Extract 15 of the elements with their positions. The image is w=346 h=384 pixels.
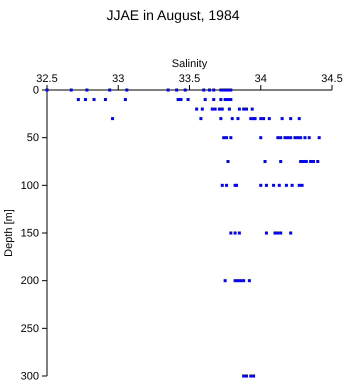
y-axis-title: Depth [m]: [3, 209, 15, 257]
x-tick-label: 34: [254, 73, 267, 85]
x-tick-label: 34.5: [321, 73, 343, 85]
x-tick-label: 33.5: [178, 73, 200, 85]
x-tick-label: 32.5: [36, 73, 58, 85]
chart-title: JJAE in August, 1984: [106, 7, 240, 23]
y-tick-label: 100: [20, 180, 39, 192]
x-tick-label: 33: [112, 73, 124, 85]
y-tick-label: 50: [26, 132, 39, 144]
y-tick-label: 0: [32, 84, 39, 97]
y-tick-label: 150: [20, 228, 39, 240]
y-tick-label: 200: [20, 275, 39, 288]
y-tick-label: 300: [20, 370, 39, 383]
y-tick-label: 250: [20, 322, 39, 335]
x-axis-title: Salinity: [172, 58, 208, 70]
